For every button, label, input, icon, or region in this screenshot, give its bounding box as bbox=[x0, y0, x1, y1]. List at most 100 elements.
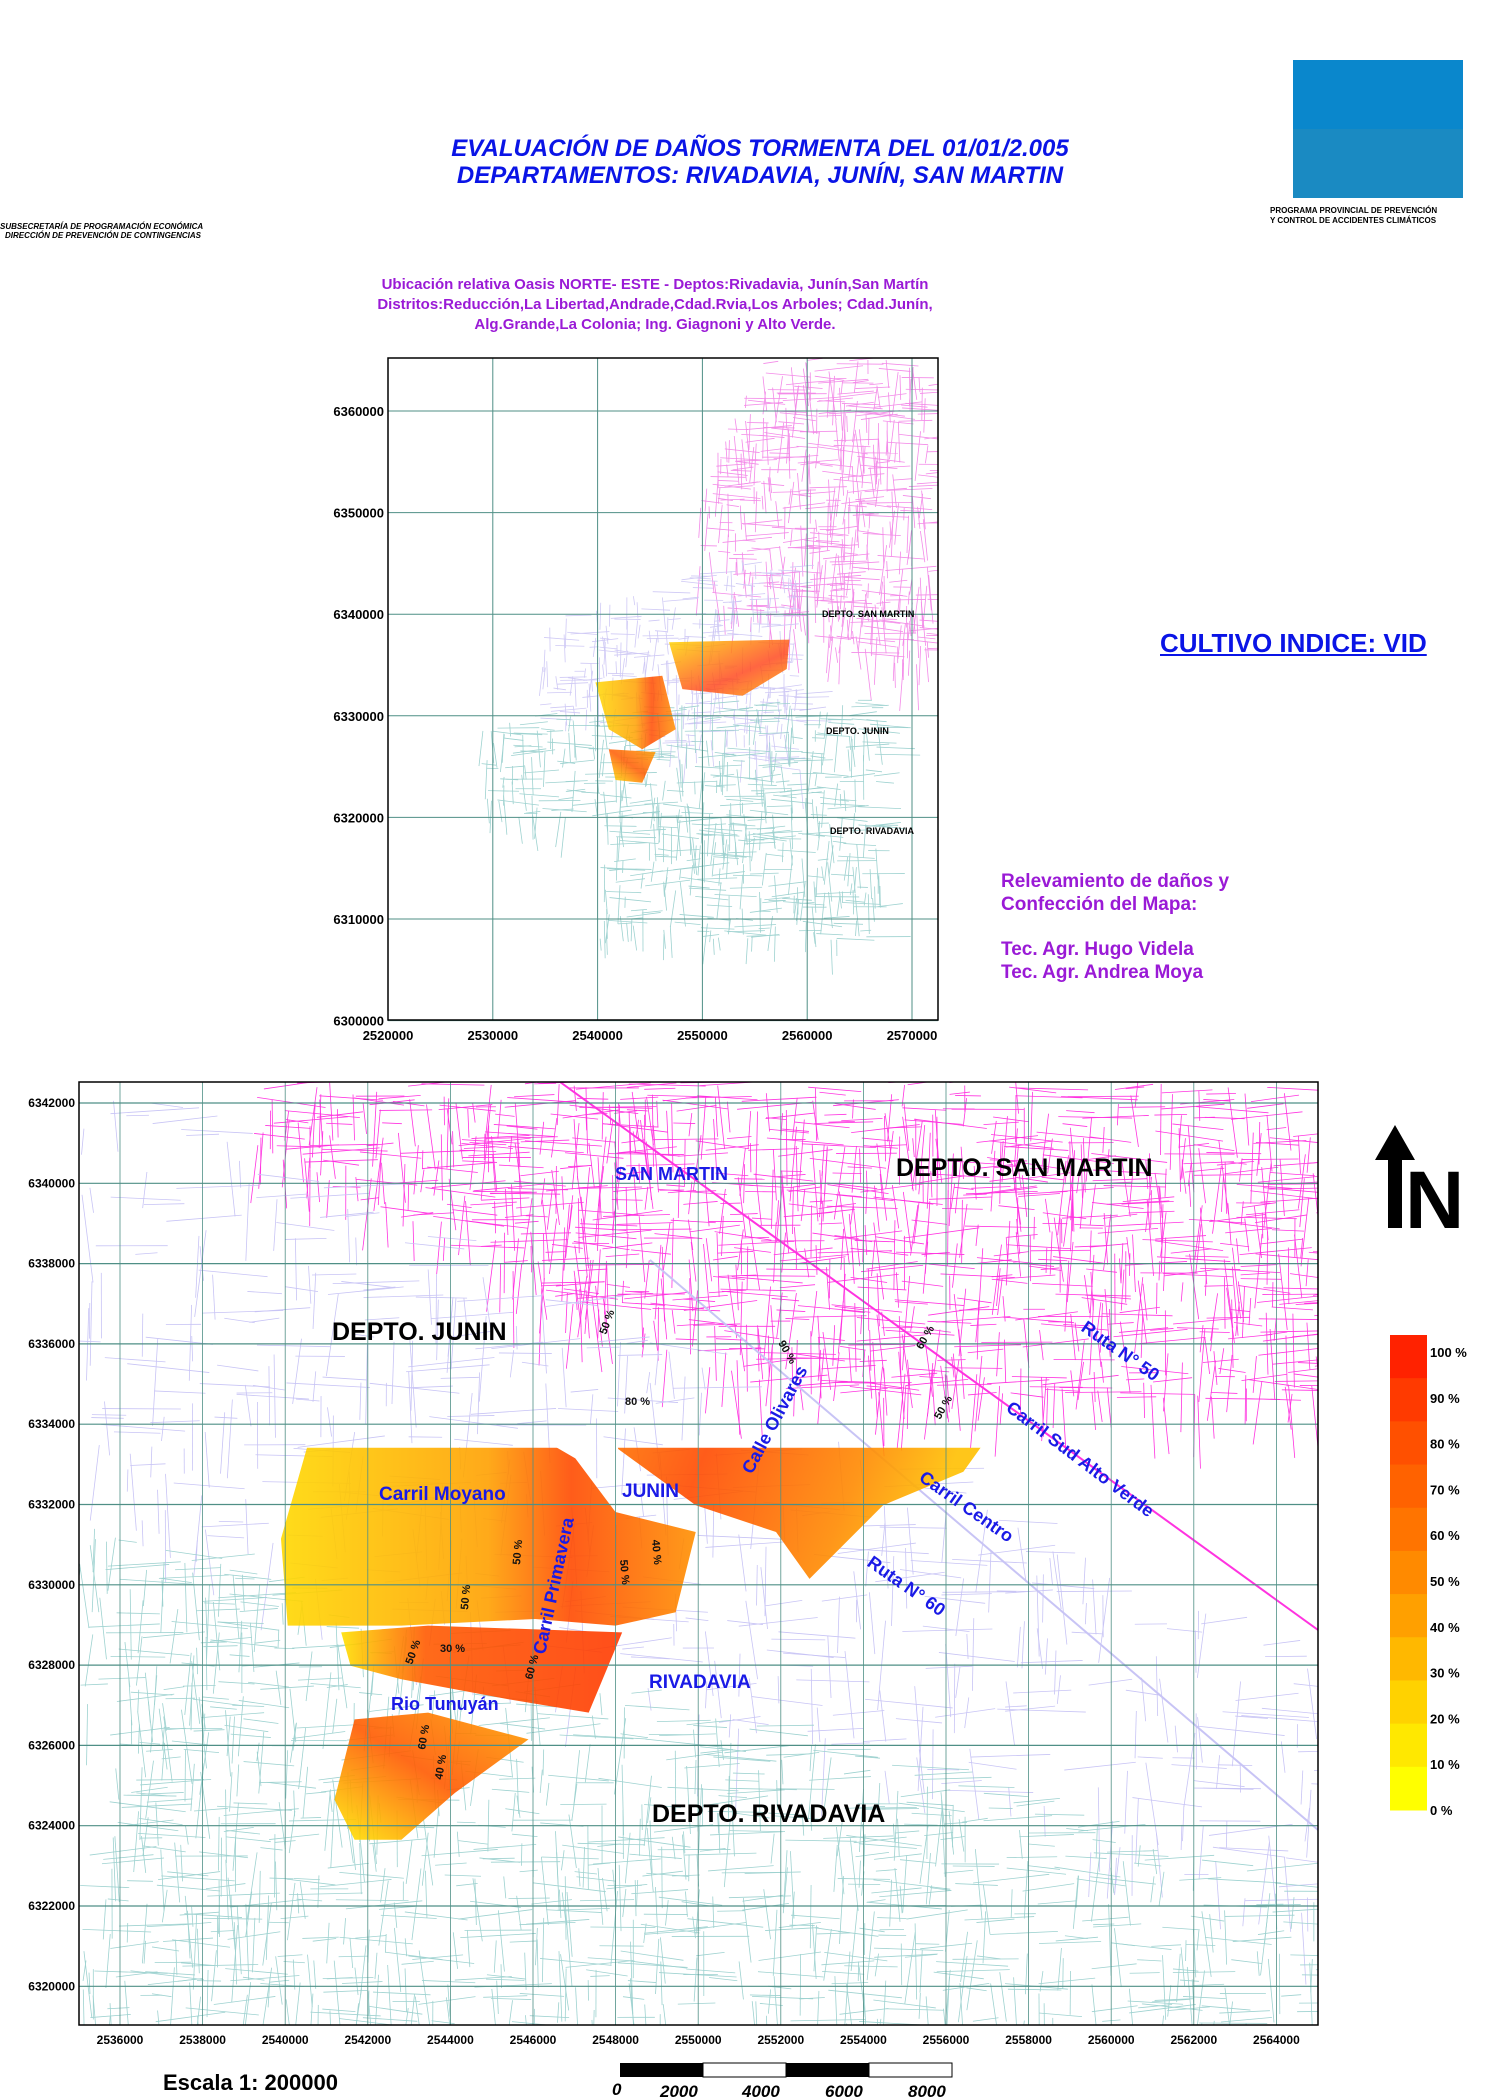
street-line bbox=[698, 1392, 702, 1436]
street-line bbox=[629, 799, 652, 804]
street-line bbox=[152, 1338, 159, 1426]
street-line bbox=[404, 1242, 465, 1250]
street-line bbox=[898, 419, 933, 422]
street-line bbox=[924, 1596, 986, 1604]
street-line bbox=[622, 1996, 645, 2000]
street-line bbox=[621, 812, 623, 839]
street-line bbox=[705, 1367, 711, 1414]
street-line bbox=[1054, 1650, 1057, 1695]
street-line bbox=[1279, 1300, 1318, 1305]
street-line bbox=[107, 1898, 129, 1902]
street-line bbox=[721, 1871, 790, 1874]
street-line bbox=[999, 1972, 1007, 2022]
street-line bbox=[500, 1964, 502, 1989]
street-line bbox=[727, 1274, 738, 1339]
street-line bbox=[677, 809, 681, 823]
street-line bbox=[1139, 1336, 1206, 1344]
street-line bbox=[585, 709, 588, 731]
street-line bbox=[539, 666, 544, 696]
street-line bbox=[717, 497, 733, 501]
damage-label: 50 % bbox=[617, 1559, 631, 1585]
street-line bbox=[1229, 2001, 1233, 2025]
street-line bbox=[296, 1724, 357, 1729]
street-line bbox=[285, 1286, 319, 1293]
damage-label: 50 % bbox=[511, 1539, 525, 1565]
street-line bbox=[1005, 1705, 1027, 1708]
street-line bbox=[363, 1286, 396, 1291]
street-line bbox=[732, 466, 754, 471]
street-line bbox=[477, 1372, 481, 1435]
street-line bbox=[718, 550, 731, 553]
street-line bbox=[746, 934, 781, 937]
street-line bbox=[615, 661, 618, 675]
street-line bbox=[152, 1115, 218, 1124]
street-line bbox=[260, 1847, 283, 1851]
street-line bbox=[721, 1215, 724, 1257]
street-line bbox=[902, 1855, 908, 1913]
street-line bbox=[834, 1305, 865, 1311]
street-line bbox=[869, 1330, 872, 1371]
street-line bbox=[864, 514, 909, 518]
street-line bbox=[375, 1109, 381, 1159]
street-line bbox=[1017, 1191, 1068, 1195]
street-line bbox=[139, 1817, 183, 1826]
street-line bbox=[1063, 1324, 1090, 1327]
street-line bbox=[903, 1102, 910, 1151]
street-line bbox=[640, 1291, 644, 1340]
street-line bbox=[663, 929, 666, 949]
street-line bbox=[1240, 1201, 1244, 1226]
street-line bbox=[655, 855, 677, 858]
street-line bbox=[860, 1264, 924, 1273]
street-line bbox=[808, 544, 859, 549]
street-line bbox=[971, 1618, 975, 1691]
street-line bbox=[866, 1911, 875, 1981]
street-line bbox=[739, 759, 743, 783]
street-line bbox=[924, 1832, 953, 1836]
street-line bbox=[754, 704, 778, 707]
street-line bbox=[243, 1761, 295, 1767]
street-line bbox=[1228, 1334, 1273, 1340]
street-line bbox=[900, 1385, 907, 1451]
street-line bbox=[79, 1567, 81, 1580]
legend-label: 60 % bbox=[1430, 1528, 1460, 1543]
street-line bbox=[565, 788, 586, 792]
street-line bbox=[785, 1318, 810, 1320]
street-line bbox=[517, 1420, 547, 1425]
street-line bbox=[242, 1574, 245, 1611]
street-line bbox=[615, 878, 646, 883]
street-line bbox=[929, 469, 938, 471]
street-line bbox=[312, 1273, 357, 1276]
street-line bbox=[958, 1785, 1015, 1788]
street-line bbox=[275, 1956, 283, 2005]
legend-swatch bbox=[1390, 1766, 1427, 1811]
street-line bbox=[855, 411, 882, 416]
damage-label: 40 % bbox=[649, 1539, 663, 1565]
y-tick-label: 6324000 bbox=[28, 1819, 75, 1833]
street-line bbox=[560, 1954, 570, 2011]
street-line bbox=[565, 1292, 568, 1334]
street-line bbox=[639, 1818, 641, 1856]
street-line bbox=[1143, 1382, 1145, 1419]
street-line bbox=[762, 376, 768, 412]
scale-label: 2000 bbox=[659, 2082, 698, 2100]
street-line bbox=[687, 709, 690, 721]
street-line bbox=[724, 930, 767, 936]
street-line bbox=[727, 632, 763, 637]
street-line bbox=[870, 616, 874, 657]
street-line bbox=[565, 614, 592, 617]
street-line bbox=[1070, 1198, 1073, 1252]
street-line bbox=[1036, 1131, 1102, 1140]
street-line bbox=[865, 1170, 868, 1193]
street-line bbox=[352, 1333, 375, 1338]
street-line bbox=[672, 1294, 728, 1301]
street-line bbox=[644, 2004, 647, 2025]
street-line bbox=[597, 1157, 602, 1219]
street-line bbox=[1076, 1169, 1081, 1194]
street-line bbox=[633, 1169, 638, 1216]
street-line bbox=[577, 1176, 583, 1211]
street-line bbox=[809, 549, 830, 554]
street-line bbox=[776, 1292, 783, 1339]
street-line bbox=[563, 1288, 599, 1295]
street-line bbox=[725, 575, 729, 591]
street-line bbox=[1093, 1169, 1167, 1175]
